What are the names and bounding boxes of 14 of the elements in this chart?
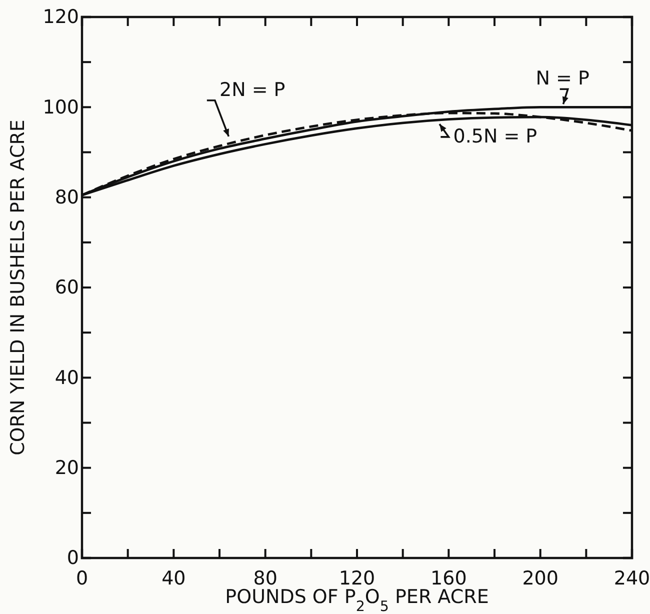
y-tick-label: 100 <box>42 96 79 118</box>
y-tick-label: 40 <box>54 366 79 389</box>
x-tick-label: 40 <box>162 567 186 590</box>
x-tick-label: 200 <box>522 567 558 590</box>
series-label: 2N = P <box>220 78 286 101</box>
y-axis-title: CORN YIELD IN BUSHELS PER ACRE <box>7 120 29 456</box>
series-label: N = P <box>536 68 590 90</box>
legend-label: 0.5N = P <box>453 125 538 148</box>
y-tick-label: 0 <box>66 547 79 570</box>
y-tick-label: 60 <box>54 276 79 299</box>
y-tick-label: 80 <box>54 186 79 208</box>
y-tick-label: 20 <box>54 456 79 479</box>
x-tick-label: 240 <box>614 567 650 590</box>
y-tick-label: 120 <box>42 6 79 28</box>
